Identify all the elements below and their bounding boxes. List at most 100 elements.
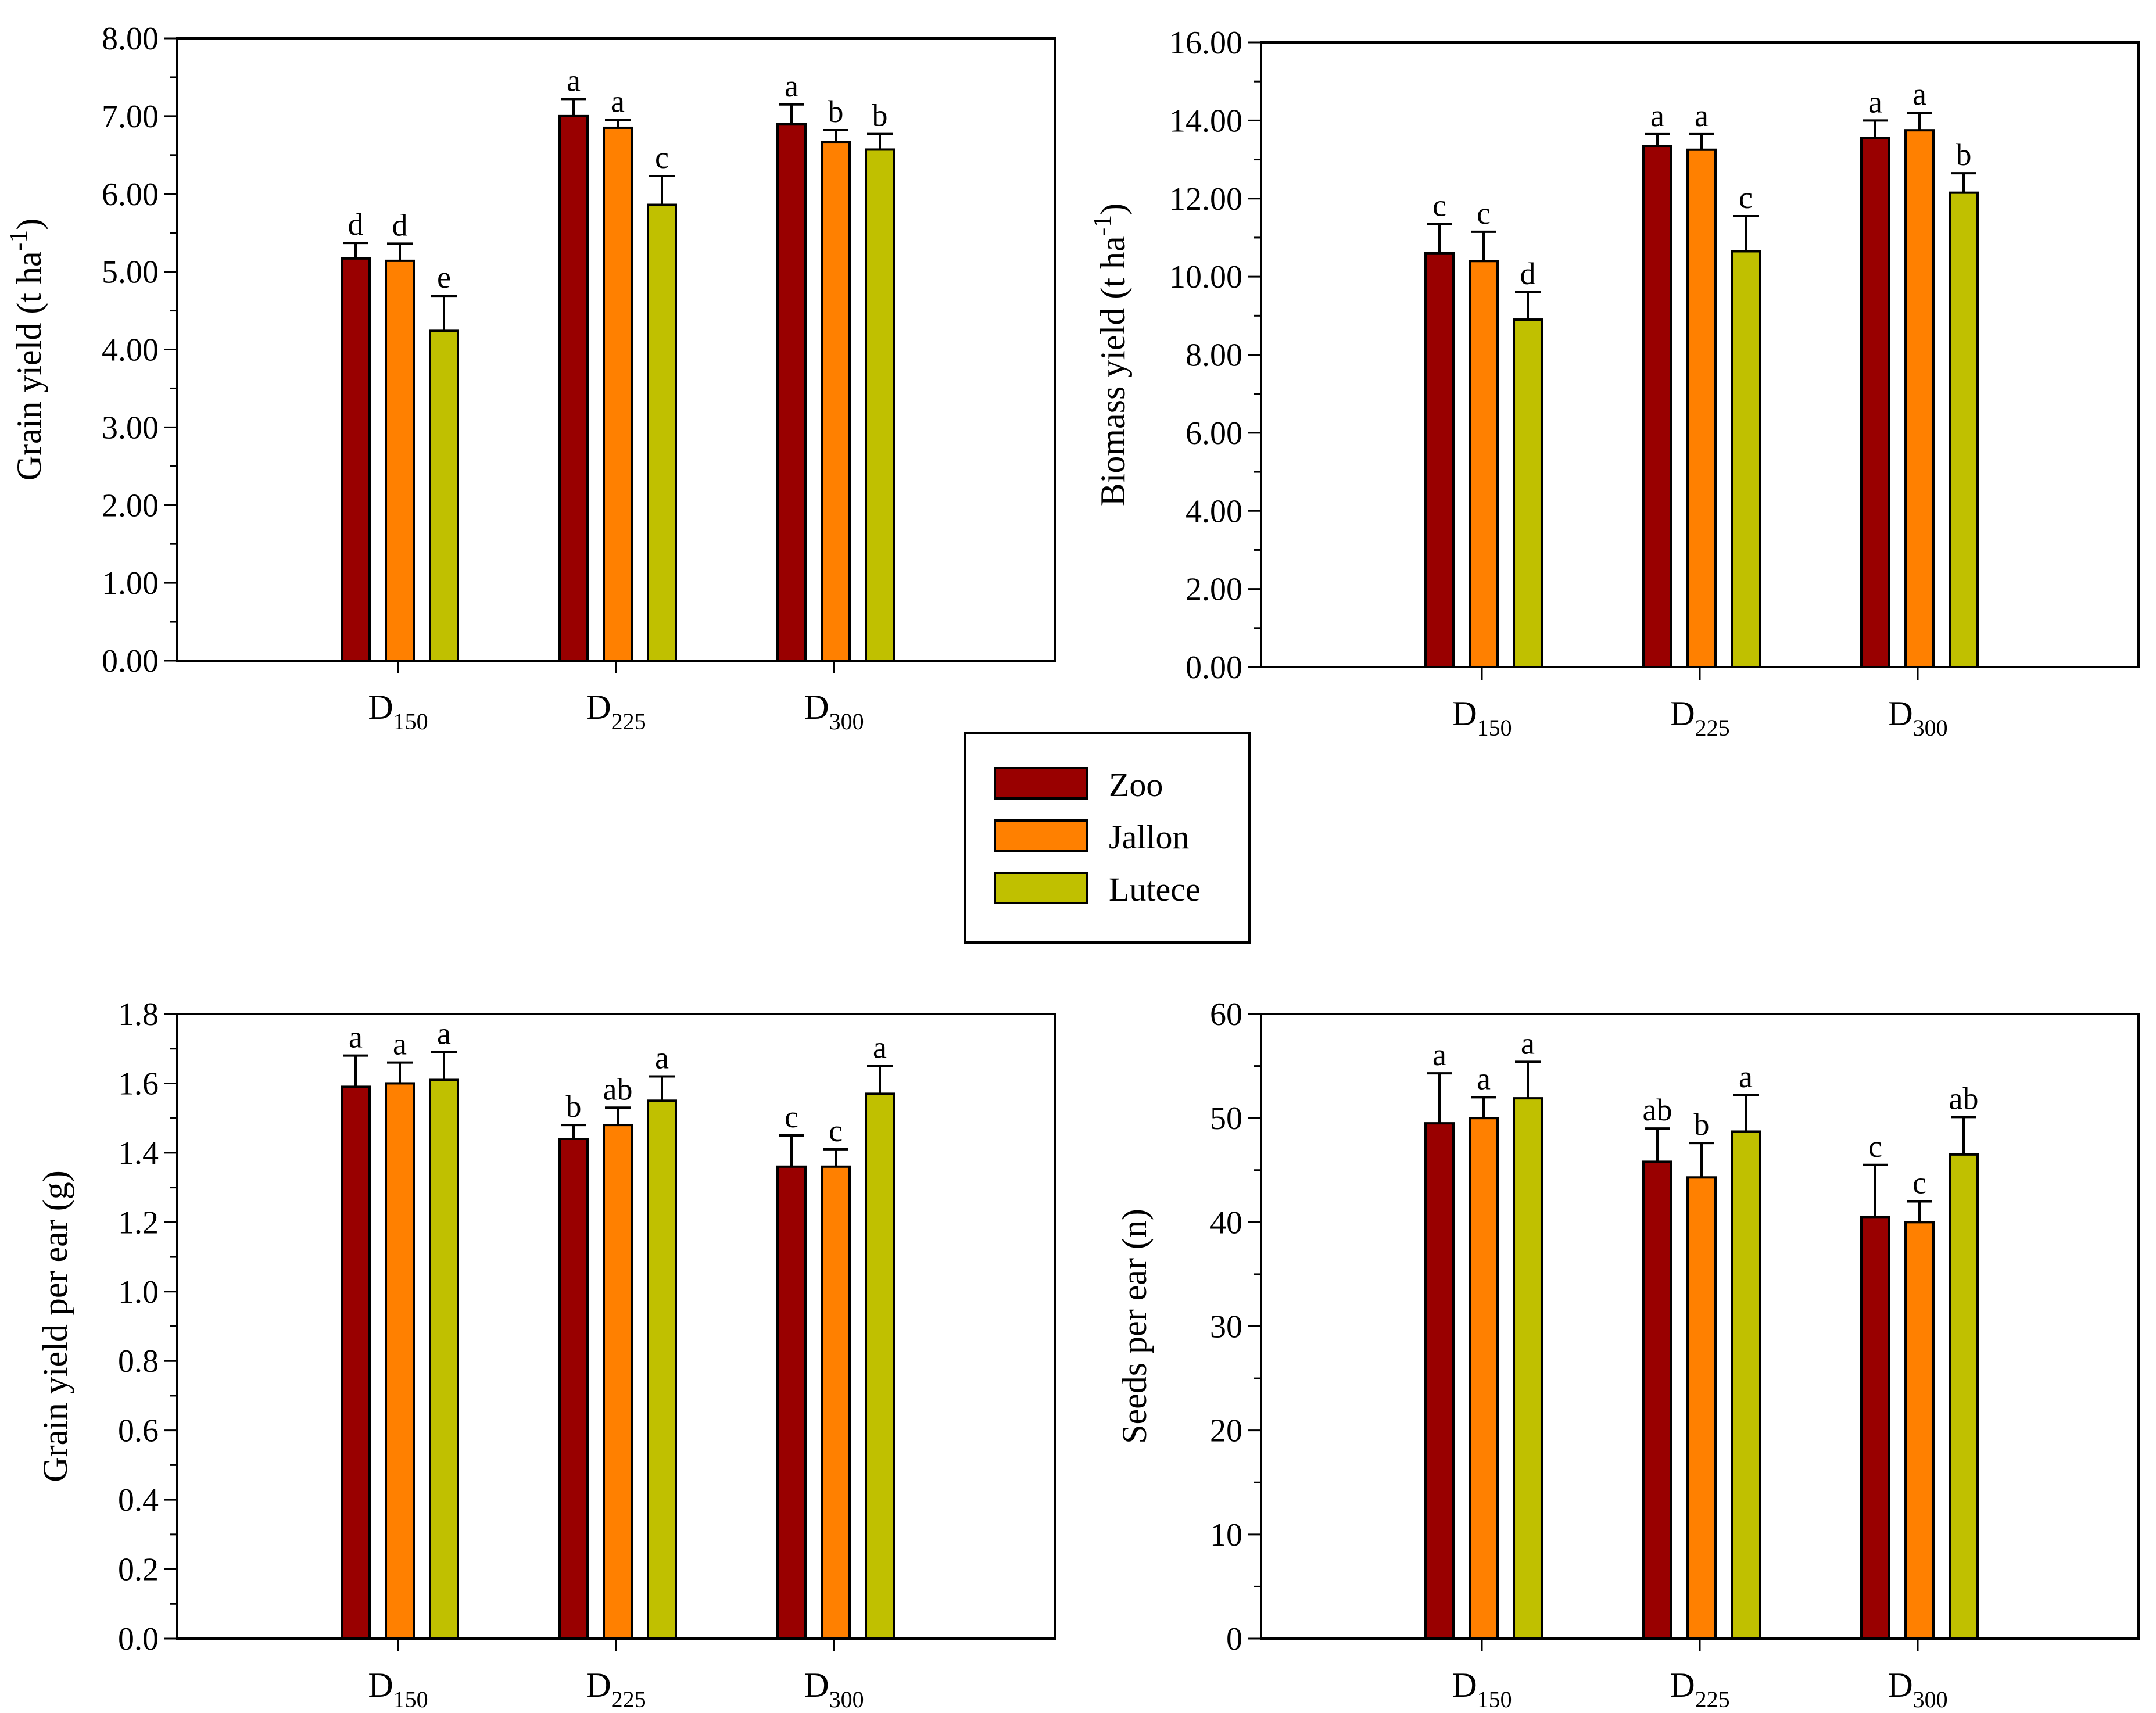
error-bar (1515, 1060, 1541, 1099)
error-bar (431, 1051, 457, 1080)
significance-label: a (437, 1016, 451, 1051)
bar-jallon (1686, 148, 1717, 668)
x-category-label: D300 (804, 1666, 864, 1712)
error-bar (1689, 1142, 1714, 1178)
x-category-sub: 225 (611, 1686, 646, 1712)
y-tick-label: 60 (1210, 997, 1242, 1033)
error-bar (1427, 1072, 1452, 1124)
bar-jallon (1686, 1176, 1717, 1640)
y-axis-title-tail: ) (10, 218, 48, 230)
x-category-sub: 225 (1695, 1686, 1730, 1712)
x-category-sub: 150 (1477, 1686, 1512, 1712)
y-tick-label: 0.8 (118, 1343, 159, 1379)
x-category-label: D225 (1670, 1666, 1729, 1712)
y-tick-label: 0.4 (118, 1482, 159, 1518)
bar-zoo (776, 1165, 807, 1640)
error-bar (1863, 1163, 1888, 1217)
y-tick-label: 1.8 (118, 997, 159, 1033)
x-category-label: D225 (1670, 694, 1729, 741)
error-bar (779, 1134, 804, 1167)
bar-jallon (1469, 260, 1499, 668)
significance-label: e (437, 260, 451, 295)
significance-label: c (1739, 180, 1753, 215)
bar-lutece (647, 1099, 677, 1640)
error-bar (1733, 214, 1759, 252)
y-tick-label: 8.00 (102, 21, 159, 57)
y-tick-label: 5.00 (102, 255, 159, 291)
y-tick-label: 0.0 (118, 1621, 159, 1657)
y-axis-title-tail: ) (1094, 203, 1132, 215)
legend-label-jallon: Jallon (1109, 818, 1190, 856)
legend-frame (964, 732, 1251, 944)
x-category-sub: 300 (1913, 715, 1948, 741)
y-tick-label: 1.2 (118, 1205, 159, 1241)
bar-jallon (385, 1082, 415, 1640)
significance-label: a (785, 69, 798, 103)
y-tick-label: 2.00 (102, 488, 159, 524)
bar-lutece (1949, 191, 1979, 668)
y-tick-label: 40 (1210, 1205, 1242, 1241)
bar-zoo (341, 257, 371, 662)
bar-zoo (1642, 1160, 1672, 1640)
error-bar (1907, 111, 1932, 131)
significance-label: c (1477, 196, 1491, 231)
x-category-main: D (1452, 1666, 1477, 1704)
error-bar (561, 1124, 586, 1139)
bar-lutece (1949, 1153, 1979, 1640)
x-category-main: D (368, 1666, 393, 1704)
significance-label: c (1913, 1166, 1926, 1200)
significance-label: ab (1949, 1081, 1979, 1116)
significance-label: b (566, 1089, 582, 1124)
y-tick-label: 8.00 (1186, 338, 1242, 374)
bar-lutece (429, 329, 459, 662)
bar-jallon (1904, 129, 1935, 668)
x-category-label: D150 (1452, 694, 1512, 741)
y-tick-label: 0.6 (118, 1413, 159, 1449)
error-bar (823, 1148, 848, 1167)
error-bar (1907, 1200, 1932, 1223)
x-category-sub: 150 (393, 708, 428, 734)
error-bar (343, 1054, 368, 1087)
error-bar (1427, 223, 1452, 253)
significance-label: b (1956, 137, 1972, 172)
significance-label: c (1868, 1129, 1882, 1164)
biomass-yield-chart: 0.00 2.00 4.00 6.00 8.00 10.00 12.00 14.00 16.00… (1088, 25, 2140, 741)
y-tick-label: 0.00 (1186, 650, 1242, 686)
bar-lutece (865, 148, 895, 662)
bar-jallon (385, 259, 415, 662)
y-axis-title-sup: -1 (1088, 215, 1116, 236)
bar-lutece (1731, 250, 1761, 668)
error-bar (1689, 132, 1714, 150)
y-tick-label: 14.00 (1169, 103, 1242, 139)
error-bar (779, 103, 804, 124)
y-axis-title: Grain yield (t ha-1) (4, 218, 48, 481)
y-axis-title-text: Seeds per ear (n) (1115, 1209, 1154, 1444)
error-bar (1645, 1127, 1670, 1162)
significance-label: c (829, 1113, 843, 1148)
y-tick-label: 4.00 (102, 332, 159, 368)
bar-zoo (1642, 145, 1672, 668)
significance-label: b (828, 94, 844, 129)
y-axis-title-text: Grain yield per ear (g) (36, 1170, 74, 1482)
significance-label: a (1695, 98, 1709, 133)
bar-lutece (1731, 1130, 1761, 1640)
error-bar (1471, 1096, 1496, 1119)
y-tick-label: 50 (1210, 1101, 1242, 1137)
y-tick-label: 1.00 (102, 565, 159, 601)
x-category-sub: 300 (1913, 1686, 1948, 1712)
x-category-label: D225 (586, 688, 646, 734)
error-bar (1733, 1094, 1759, 1132)
y-tick-label: 6.00 (102, 177, 159, 213)
significance-label: a (873, 1030, 887, 1065)
significance-label: a (1432, 1037, 1446, 1072)
bar-lutece (429, 1078, 459, 1640)
significance-label: d (348, 207, 364, 242)
x-category-main: D (586, 1666, 611, 1704)
error-bar (649, 174, 675, 205)
error-bar (1951, 172, 1976, 193)
significance-label: a (1868, 84, 1882, 119)
significance-label: a (349, 1020, 363, 1055)
x-category-label: D150 (1452, 1666, 1512, 1712)
x-category-label: D150 (368, 1666, 428, 1712)
